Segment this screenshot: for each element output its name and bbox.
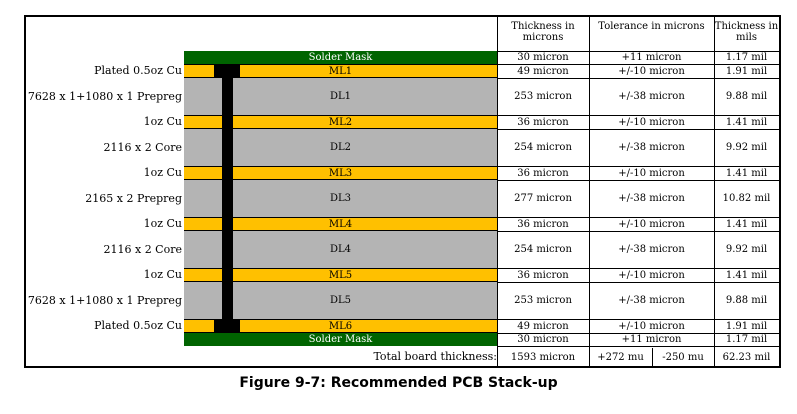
layer-label: 1oz Cu [143,166,182,179]
grid-line [497,115,779,116]
grid-line [714,17,715,366]
grid-line [589,17,590,366]
layer-ml6: ML6 [184,319,497,333]
layer-label: 2165 x 2 Prepreg [85,191,182,205]
grid-line [497,268,779,269]
thickness-cell: 30 micron [517,334,569,345]
layer-label: 1oz Cu [143,268,182,281]
layer-dl3: DL3 [184,180,497,217]
tolerance-cell: +/-38 micron [618,244,685,255]
thickness-cell: 49 micron [517,65,569,77]
layer-label: 7628 x 1+1080 x 1 Prepreg [27,89,182,103]
layer-ml1: ML1 [184,64,497,78]
grid-line [497,231,779,232]
layer-ml3: ML3 [184,166,497,180]
tolerance-cell: +/-10 micron [618,167,685,179]
layer-dl1: DL1 [184,78,497,115]
tolerance-cell: +/-10 micron [618,218,685,230]
grid-line [497,333,779,334]
tolerance-cell: +/-10 micron [618,269,685,281]
layer-dl4: DL4 [184,231,497,268]
grid-line [497,282,779,283]
grid-line [497,17,498,366]
thickness-cell: 253 micron [514,91,572,102]
header-thickness-microns: Thickness in microns [511,21,575,43]
total-tolerance-minus: -250 mu [662,351,704,363]
thickness-cell: 254 micron [514,244,572,255]
tolerance-cell: +/-10 micron [618,320,685,332]
thickness-cell: 36 micron [517,167,569,179]
thickness-cell: 49 micron [517,320,569,332]
thickness-cell: 277 micron [514,193,572,204]
grid-line [497,166,779,167]
tolerance-cell: +/-38 micron [618,91,685,102]
mils-cell: 1.41 mil [725,269,768,281]
mils-cell: 1.91 mil [725,65,768,77]
mils-cell: 9.92 mil [725,142,768,153]
mils-cell: 1.41 mil [725,218,768,230]
tolerance-cell: +/-38 micron [618,295,685,306]
grid-line [497,51,779,52]
tolerance-cell: +/-38 micron [618,193,685,204]
layer-label: 1oz Cu [143,115,182,128]
layer-solder-mask: Solder Mask [184,333,497,346]
layer-label: 2116 x 2 Core [103,242,183,256]
mils-cell: 9.88 mil [725,295,768,306]
mils-cell: 9.92 mil [725,244,768,255]
total-tolerance-plus: +272 mu [597,351,644,363]
via-barrel [222,64,233,333]
grid-line [652,348,653,366]
tolerance-cell: +/-10 micron [618,65,685,77]
layer-label: Plated 0.5oz Cu [94,319,182,332]
layer-solder-mask: Solder Mask [184,51,497,64]
mils-cell: 1.91 mil [725,320,768,332]
layer-label: 2116 x 2 Core [103,140,183,154]
thickness-cell: 254 micron [514,142,572,153]
layer-label: 1oz Cu [143,217,182,230]
tolerance-cell: +11 micron [621,52,682,63]
stackup-frame [24,15,781,368]
grid-line [497,217,779,218]
figure-caption: Figure 9-7: Recommended PCB Stack-up [239,375,558,391]
thickness-cell: 36 micron [517,116,569,128]
grid-line [497,129,779,130]
thickness-cell: 30 micron [517,52,569,63]
mils-cell: 1.17 mil [725,334,768,345]
grid-line [497,78,779,79]
layer-ml2: ML2 [184,115,497,129]
thickness-cell: 36 micron [517,269,569,281]
header-thickness-mils: Thickness in mils [714,21,779,43]
layer-label: Plated 0.5oz Cu [94,64,182,77]
total-thickness: 1593 micron [510,351,576,363]
total-label: Total board thickness: [373,350,497,363]
layer-ml5: ML5 [184,268,497,282]
thickness-cell: 253 micron [514,295,572,306]
layer-ml4: ML4 [184,217,497,231]
mils-cell: 1.41 mil [725,116,768,128]
layer-dl2: DL2 [184,129,497,166]
layer-dl5: DL5 [184,282,497,319]
grid-line [497,180,779,181]
mils-cell: 9.88 mil [725,91,768,102]
mils-cell: 10.82 mil [722,193,771,204]
grid-line [497,319,779,320]
thickness-cell: 36 micron [517,218,569,230]
grid-line [497,64,779,65]
mils-cell: 1.41 mil [725,167,768,179]
layer-label: 7628 x 1+1080 x 1 Prepreg [27,293,182,307]
total-mils: 62.23 mil [722,351,771,363]
grid-line [497,346,779,347]
header-tolerance-microns: Tolerance in microns [598,21,705,32]
tolerance-cell: +11 micron [621,334,682,345]
tolerance-cell: +/-38 micron [618,142,685,153]
mils-cell: 1.17 mil [725,52,768,63]
tolerance-cell: +/-10 micron [618,116,685,128]
